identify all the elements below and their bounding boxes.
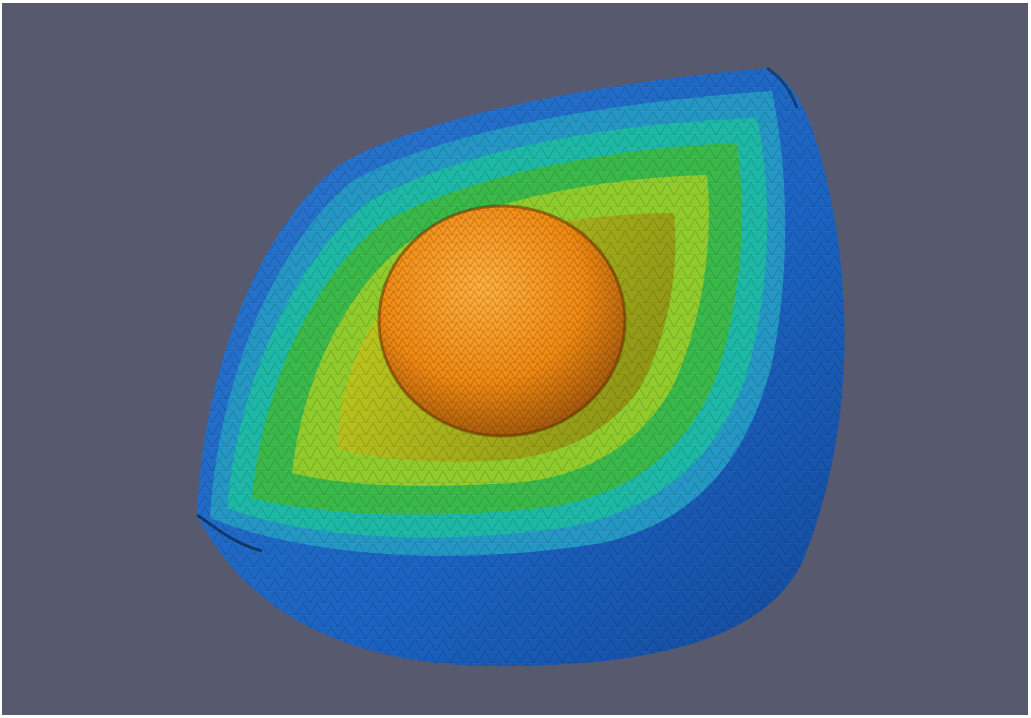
isosurface-render <box>2 3 1028 715</box>
core-sphere <box>377 204 627 438</box>
render-viewport[interactable] <box>2 3 1028 715</box>
top-edge-shadow <box>766 66 799 109</box>
left-edge-shadow <box>196 513 263 553</box>
